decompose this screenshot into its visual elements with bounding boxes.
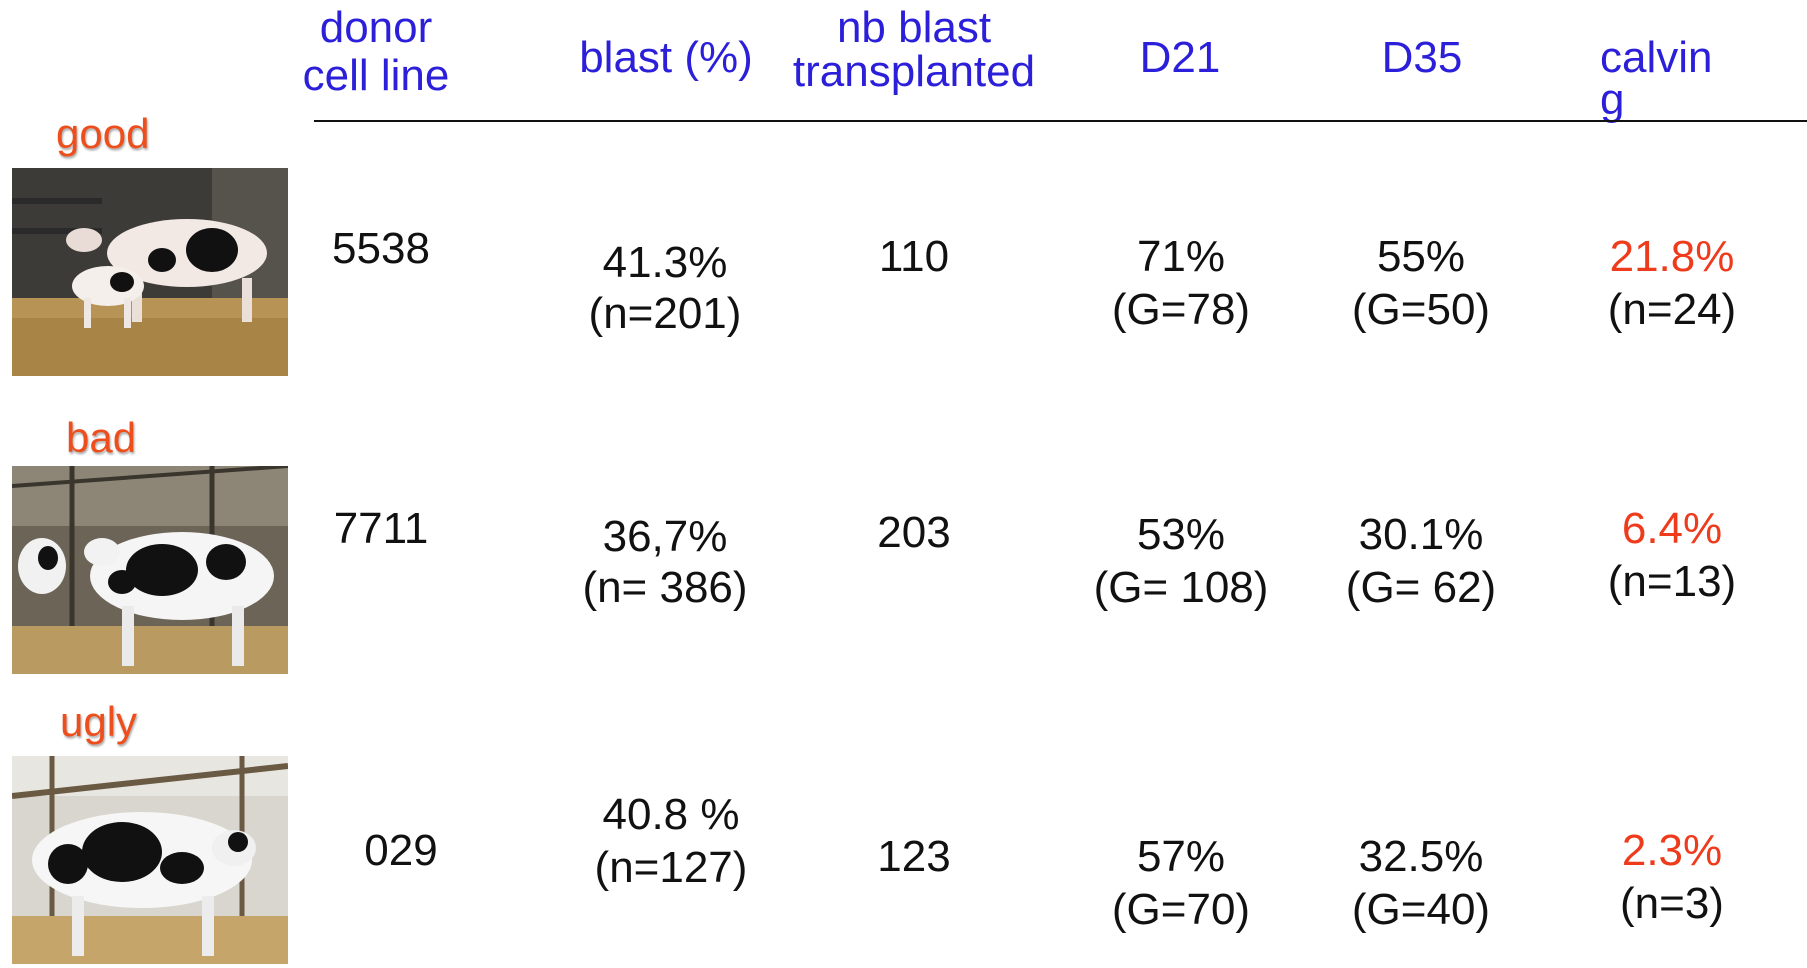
blast-ugly-n: (n=127) bbox=[594, 843, 748, 893]
blast-good: 41.3% (n=201) bbox=[560, 234, 770, 342]
header-blast: blast (%) bbox=[579, 33, 753, 82]
header-nb-blast-line1: nb blast bbox=[836, 3, 992, 52]
d21-ugly-value: 57% bbox=[1136, 832, 1226, 881]
d21-good: 71% (G=78) bbox=[1086, 228, 1276, 338]
d21-ugly-g: (G=70) bbox=[1111, 885, 1251, 935]
header-nb-blast-line2: transplanted bbox=[792, 47, 1036, 96]
donor-cell-line-good: 5538 bbox=[332, 224, 430, 273]
header-calving-line1: calvin bbox=[1600, 33, 1713, 82]
donor-cell-line-ugly: 029 bbox=[364, 826, 438, 875]
d21-good-value: 71% bbox=[1136, 232, 1226, 281]
d35-good-value: 55% bbox=[1376, 232, 1466, 281]
d21-bad-value: 53% bbox=[1136, 510, 1226, 559]
holstein-cow-photo bbox=[12, 756, 288, 964]
header-calving-line2: g bbox=[1600, 75, 1625, 125]
blast-ugly-value: 40.8 % bbox=[602, 790, 740, 839]
d35-ugly-g: (G=40) bbox=[1351, 885, 1491, 935]
calving-ugly-n: (n=3) bbox=[1620, 879, 1724, 929]
calving-bad: 6.4% (n=13) bbox=[1572, 500, 1772, 610]
header-d21: D21 bbox=[1139, 33, 1221, 82]
header-d35: D35 bbox=[1381, 33, 1463, 82]
d35-ugly: 32.5% (G=40) bbox=[1326, 828, 1516, 938]
calving-good-n: (n=24) bbox=[1607, 285, 1737, 335]
d35-bad: 30.1% (G= 62) bbox=[1326, 506, 1516, 616]
blast-bad-n: (n= 386) bbox=[582, 563, 748, 613]
d35-good: 55% (G=50) bbox=[1326, 228, 1516, 338]
calving-bad-n: (n=13) bbox=[1607, 557, 1737, 607]
d21-bad-g: (G= 108) bbox=[1093, 563, 1269, 613]
blast-bad-value: 36,7% bbox=[602, 512, 728, 561]
d35-ugly-value: 32.5% bbox=[1358, 832, 1484, 881]
header-donor-line1: donor bbox=[319, 3, 433, 52]
calving-bad-value: 6.4% bbox=[1621, 504, 1723, 553]
calving-good-value: 21.8% bbox=[1609, 232, 1735, 281]
d35-bad-value: 30.1% bbox=[1358, 510, 1484, 559]
header-donor-line2: cell line bbox=[302, 51, 450, 101]
row-label-ugly: ugly bbox=[60, 698, 138, 745]
holstein-heifer-photo bbox=[12, 466, 288, 674]
header-calving: calvin g bbox=[1600, 33, 1730, 125]
d21-good-g: (G=78) bbox=[1111, 285, 1251, 335]
calving-ugly: 2.3% (n=3) bbox=[1572, 822, 1772, 932]
blast-ugly: 40.8 % (n=127) bbox=[566, 786, 776, 896]
blast-good-value: 41.3% bbox=[602, 238, 728, 287]
calving-good: 21.8% (n=24) bbox=[1572, 228, 1772, 338]
nb-blast-bad: 203 bbox=[877, 508, 951, 557]
blast-good-n: (n=201) bbox=[588, 289, 742, 339]
d35-bad-g: (G= 62) bbox=[1345, 563, 1497, 613]
nb-blast-ugly: 123 bbox=[877, 832, 951, 881]
row-label-bad: bad bbox=[66, 414, 137, 461]
row-label-good: good bbox=[56, 110, 150, 157]
blast-bad: 36,7% (n= 386) bbox=[560, 508, 770, 616]
header-divider bbox=[314, 120, 1807, 122]
d35-good-g: (G=50) bbox=[1351, 285, 1491, 335]
cow-with-calf-photo bbox=[12, 168, 288, 376]
donor-cell-line-bad: 7711 bbox=[333, 504, 429, 553]
d21-ugly: 57% (G=70) bbox=[1086, 828, 1276, 938]
nb-blast-good: 110 bbox=[878, 232, 950, 281]
calving-ugly-value: 2.3% bbox=[1621, 826, 1723, 875]
header-donor-cell-line: donor cell line bbox=[296, 3, 456, 101]
d21-bad: 53% (G= 108) bbox=[1076, 506, 1286, 616]
header-nb-blast-transplanted: nb blast transplanted bbox=[784, 6, 1044, 94]
